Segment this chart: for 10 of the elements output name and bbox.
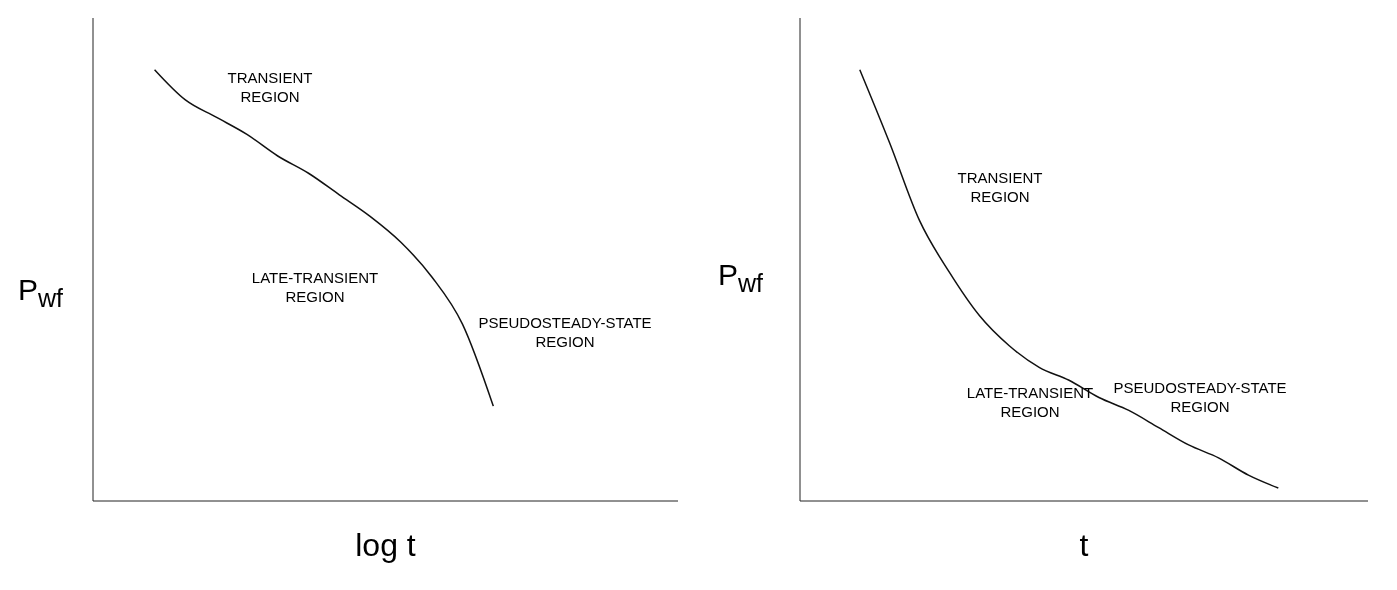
- y-axis-title: P$_{wf}$: [718, 258, 764, 298]
- annotation: TRANSIENT REGION: [227, 68, 313, 106]
- annotation: TRANSIENT REGION: [957, 168, 1043, 206]
- annotation: LATE-TRANSIENT REGION: [251, 268, 379, 306]
- y-axis-title: P$_{wf}$: [18, 273, 64, 313]
- x-axis-title: log t: [354, 527, 417, 564]
- annotation: PSEUDOSTEADY-STATE REGION: [478, 313, 652, 351]
- annotation: PSEUDOSTEADY-STATE REGION: [1113, 378, 1287, 416]
- x-axis-title: t: [1078, 527, 1090, 564]
- annotation: LATE-TRANSIENT REGION: [966, 383, 1094, 421]
